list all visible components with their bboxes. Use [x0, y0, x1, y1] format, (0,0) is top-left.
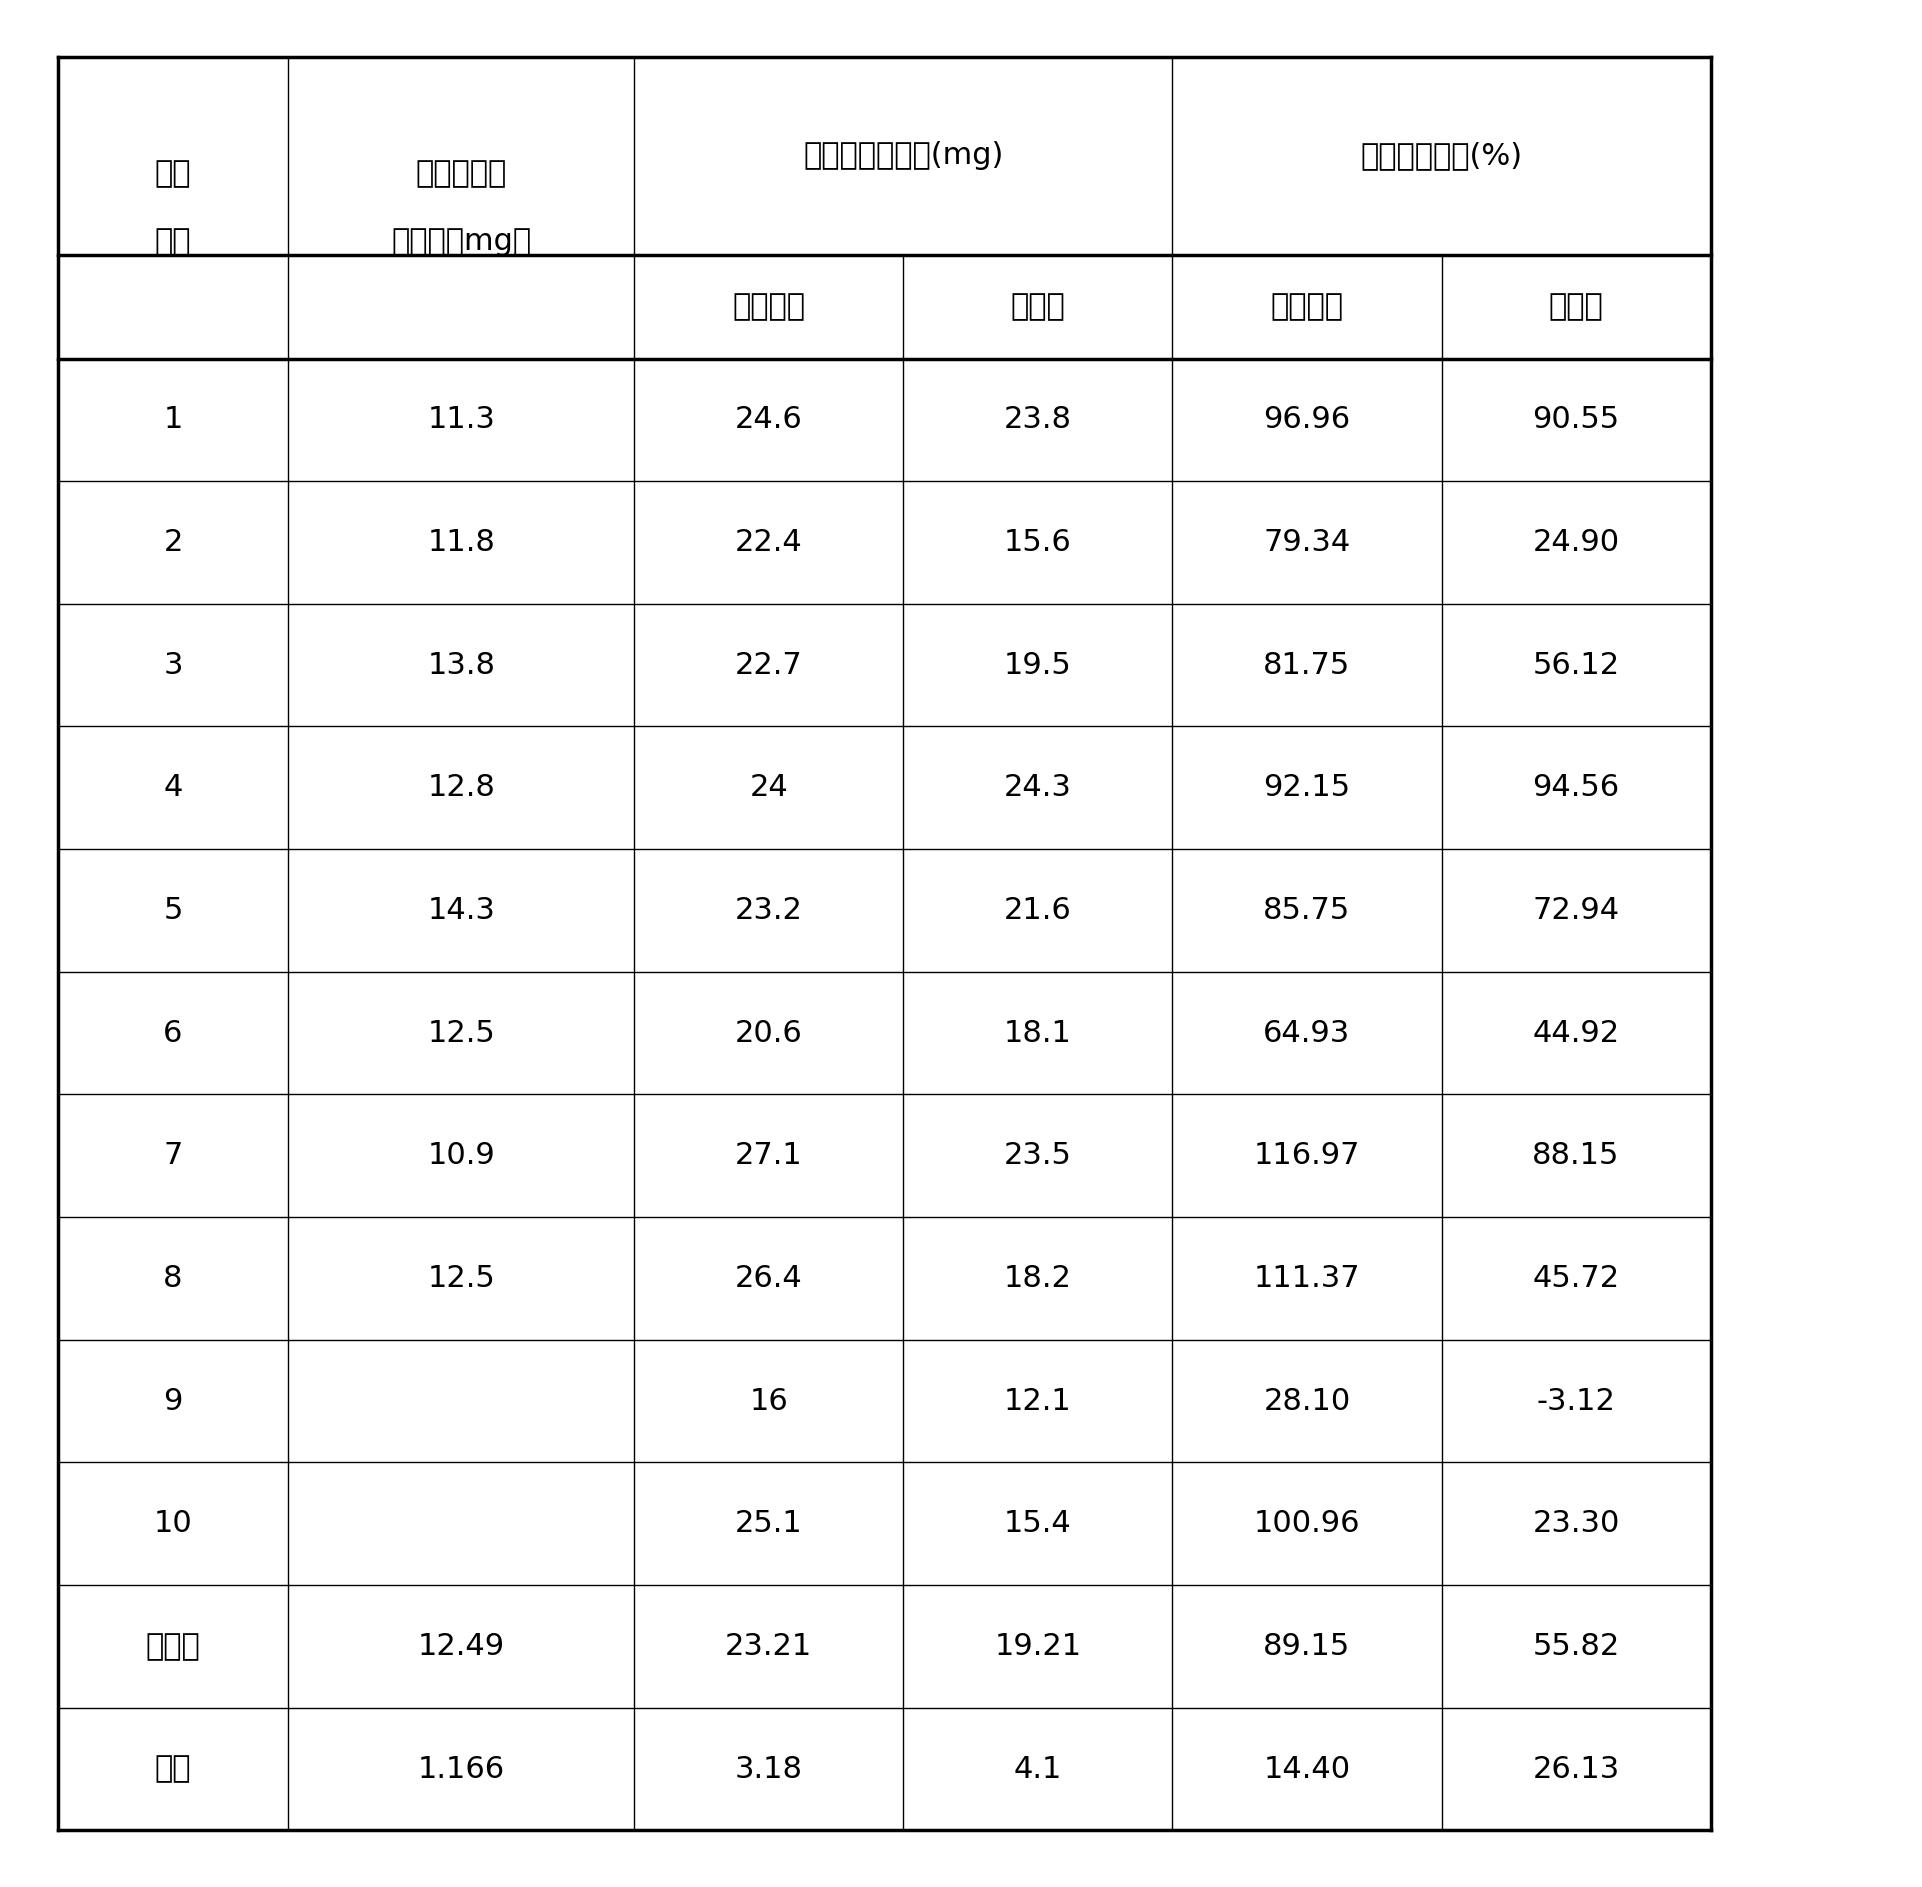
Text: 72.94: 72.94 — [1532, 896, 1620, 925]
Text: 14.3: 14.3 — [427, 896, 496, 925]
Text: 18.2: 18.2 — [1003, 1264, 1072, 1293]
Text: 抹药组: 抹药组 — [1011, 292, 1065, 321]
Text: 未抹药组: 未抹药组 — [732, 292, 805, 321]
Text: 21.6: 21.6 — [1003, 896, 1072, 925]
Text: 24.6: 24.6 — [734, 406, 803, 434]
Text: 14.40: 14.40 — [1263, 1755, 1351, 1783]
Text: 23.5: 23.5 — [1003, 1142, 1072, 1170]
Text: 平均值: 平均值 — [146, 1632, 200, 1661]
Text: 90.55: 90.55 — [1532, 406, 1620, 434]
Text: 92.15: 92.15 — [1263, 774, 1351, 802]
Text: 44.92: 44.92 — [1532, 1019, 1620, 1047]
Text: 16: 16 — [750, 1387, 788, 1415]
Text: 19.21: 19.21 — [994, 1632, 1082, 1661]
Text: 12.8: 12.8 — [427, 774, 496, 802]
Text: 111.37: 111.37 — [1253, 1264, 1361, 1293]
Text: 28.10: 28.10 — [1263, 1387, 1351, 1415]
Text: 24.3: 24.3 — [1003, 774, 1072, 802]
Text: 15.4: 15.4 — [1003, 1510, 1072, 1538]
Text: 6: 6 — [163, 1019, 183, 1047]
Text: 79.34: 79.34 — [1263, 528, 1351, 557]
Text: 1.166: 1.166 — [417, 1755, 505, 1783]
Text: 偏差: 偏差 — [156, 1755, 190, 1783]
Text: 10: 10 — [154, 1510, 192, 1538]
Text: 11.8: 11.8 — [427, 528, 496, 557]
Text: 23.2: 23.2 — [734, 896, 803, 925]
Text: 116.97: 116.97 — [1253, 1142, 1361, 1170]
Text: 未抹药组: 未抹药组 — [1270, 292, 1343, 321]
Text: 26.4: 26.4 — [734, 1264, 803, 1293]
Text: 8: 8 — [163, 1264, 183, 1293]
Text: 3.18: 3.18 — [734, 1755, 803, 1783]
Text: 64.93: 64.93 — [1263, 1019, 1351, 1047]
Text: 11.3: 11.3 — [427, 406, 496, 434]
Text: 22.4: 22.4 — [734, 528, 803, 557]
Text: 20.6: 20.6 — [734, 1019, 803, 1047]
Text: 85.75: 85.75 — [1263, 896, 1351, 925]
Text: 18.1: 18.1 — [1003, 1019, 1072, 1047]
Text: 55.82: 55.82 — [1532, 1632, 1620, 1661]
Text: 26.13: 26.13 — [1532, 1755, 1620, 1783]
Text: 12.49: 12.49 — [417, 1632, 505, 1661]
Text: 27.1: 27.1 — [734, 1142, 803, 1170]
Text: 1: 1 — [163, 406, 183, 434]
Text: 4: 4 — [163, 774, 183, 802]
Text: 96.96: 96.96 — [1263, 406, 1351, 434]
Text: 13.8: 13.8 — [427, 651, 496, 679]
Text: 10.9: 10.9 — [427, 1142, 496, 1170]
Text: 94.56: 94.56 — [1532, 774, 1620, 802]
Text: 小鼠

编号: 小鼠 编号 — [156, 160, 190, 255]
Text: 56.12: 56.12 — [1532, 651, 1620, 679]
Text: 45.72: 45.72 — [1532, 1264, 1620, 1293]
Text: 12.1: 12.1 — [1003, 1387, 1072, 1415]
Text: -3.12: -3.12 — [1536, 1387, 1616, 1415]
Text: 模型组肿胀率(%): 模型组肿胀率(%) — [1361, 142, 1522, 170]
Text: 23.30: 23.30 — [1532, 1510, 1620, 1538]
Text: 23.8: 23.8 — [1003, 406, 1072, 434]
Text: 12.5: 12.5 — [427, 1019, 496, 1047]
Text: 22.7: 22.7 — [734, 651, 803, 679]
Text: 模型组耳片重量(mg): 模型组耳片重量(mg) — [803, 142, 1003, 170]
Text: 抹药组: 抹药组 — [1549, 292, 1603, 321]
Text: 19.5: 19.5 — [1003, 651, 1072, 679]
Text: 3: 3 — [163, 651, 183, 679]
Text: 24.90: 24.90 — [1532, 528, 1620, 557]
Text: 7: 7 — [163, 1142, 183, 1170]
Text: 5: 5 — [163, 896, 183, 925]
Text: 100.96: 100.96 — [1253, 1510, 1361, 1538]
Text: 12.5: 12.5 — [427, 1264, 496, 1293]
Text: 4.1: 4.1 — [1013, 1755, 1063, 1783]
Text: 81.75: 81.75 — [1263, 651, 1351, 679]
Text: 24: 24 — [750, 774, 788, 802]
Text: 9: 9 — [163, 1387, 183, 1415]
Text: 88.15: 88.15 — [1532, 1142, 1620, 1170]
Text: 2: 2 — [163, 528, 183, 557]
Text: 23.21: 23.21 — [725, 1632, 813, 1661]
Text: 15.6: 15.6 — [1003, 528, 1072, 557]
Text: 正常小鼠耳

片重量（mg）: 正常小鼠耳 片重量（mg） — [392, 160, 530, 255]
Text: 89.15: 89.15 — [1263, 1632, 1351, 1661]
Text: 25.1: 25.1 — [734, 1510, 803, 1538]
